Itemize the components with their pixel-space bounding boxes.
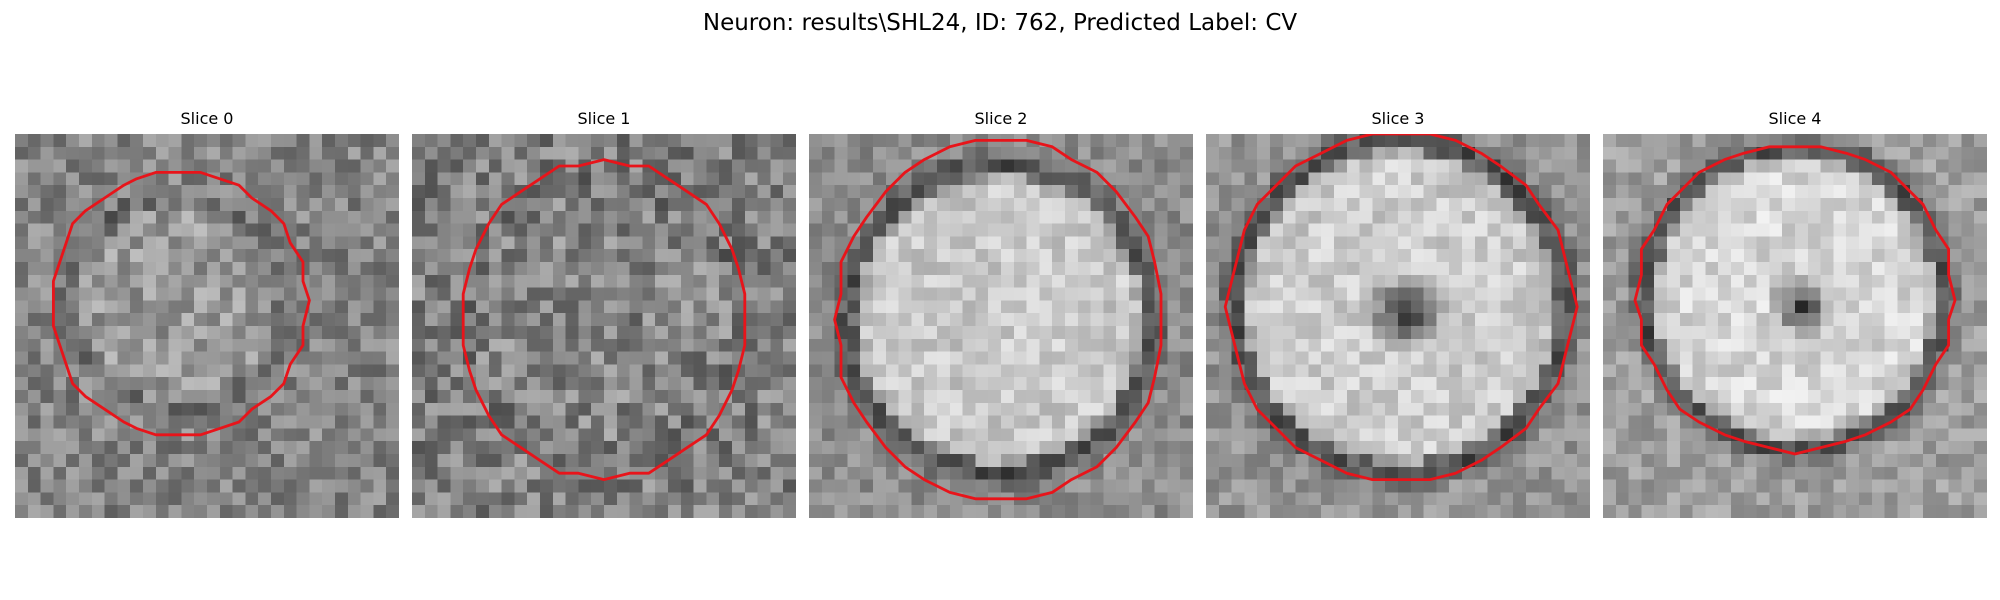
slice-image-2 [809, 134, 1193, 518]
neuron-contour [1633, 145, 1957, 456]
slice-title-2: Slice 2 [974, 109, 1028, 128]
neuron-contour [833, 138, 1163, 501]
figure-title: Neuron: results\SHL24, ID: 762, Predicte… [702, 10, 1298, 36]
slice-title-3: Slice 3 [1371, 109, 1425, 128]
neuron-contour [1223, 134, 1579, 482]
neuron-contour [461, 158, 747, 482]
slice-title-0: Slice 0 [180, 109, 234, 128]
slice-image-4 [1603, 134, 1987, 518]
slice-title-4: Slice 4 [1768, 109, 1822, 128]
slice-image-1 [412, 134, 796, 518]
slice-image-3 [1206, 134, 1590, 518]
slice-image-0 [15, 134, 399, 518]
neuron-contour [51, 170, 311, 437]
slice-title-1: Slice 1 [577, 109, 631, 128]
